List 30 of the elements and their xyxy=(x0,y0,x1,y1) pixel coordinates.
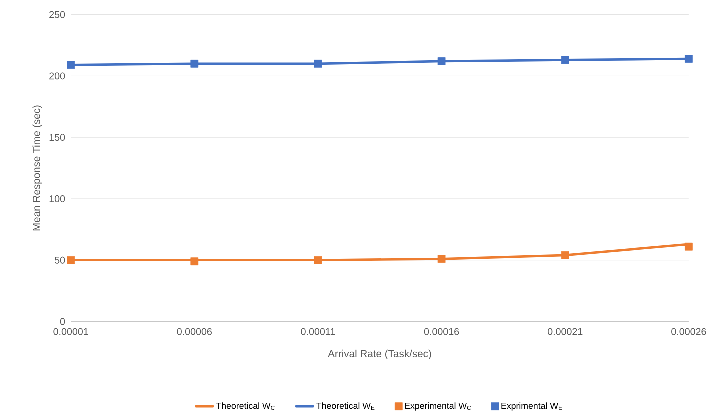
point xyxy=(67,256,76,265)
point xyxy=(67,61,76,70)
x-tick-label: 0.00006 xyxy=(177,328,212,336)
x-tick-label: 0.00011 xyxy=(301,328,336,336)
x-tick-label: 0.00026 xyxy=(672,328,706,336)
y-tick-label: 100 xyxy=(50,196,66,203)
x-axis-title: Arrival Rate (Task/sec) xyxy=(328,350,432,360)
x-tick-label: 0.00001 xyxy=(54,328,88,336)
x-tick-label: 0.00021 xyxy=(548,328,583,336)
point xyxy=(561,252,570,260)
x-tick-label: 0.00016 xyxy=(424,328,460,336)
y-tick-label: 250 xyxy=(50,12,66,19)
legend-label: Theoretical W$_{C}$ xyxy=(216,402,275,410)
point xyxy=(190,60,199,68)
point xyxy=(190,258,199,266)
point xyxy=(685,243,693,252)
y-tick-label: 200 xyxy=(50,72,66,80)
y-tick-label: 0 xyxy=(60,318,66,326)
point xyxy=(685,55,693,64)
y-axis-title: Mean Response Time (sec) xyxy=(32,106,42,231)
point xyxy=(438,255,446,264)
point xyxy=(314,60,322,68)
legend-label: Theoretical W$_{E}$ xyxy=(316,402,375,410)
point xyxy=(314,256,322,265)
y-tick-label: 50 xyxy=(54,257,66,264)
legend-label: Experimental W$_{C}$ xyxy=(405,402,472,412)
point xyxy=(438,58,446,66)
point xyxy=(561,56,570,64)
legend-label: Exprimental W$_{E}$ xyxy=(502,402,562,412)
y-tick-label: 150 xyxy=(50,134,66,142)
